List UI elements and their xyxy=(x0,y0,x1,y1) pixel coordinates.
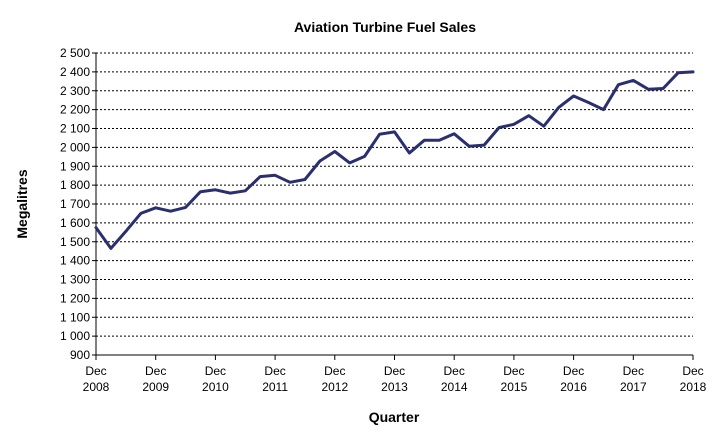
y-tick-label: 1 800 xyxy=(60,178,90,192)
x-tick-label-year: 2018 xyxy=(680,380,707,394)
chart-title: Aviation Turbine Fuel Sales xyxy=(294,19,476,35)
y-tick-label: 1 900 xyxy=(60,159,90,173)
x-tick-label-year: 2013 xyxy=(381,380,408,394)
x-tick-label-year: 2012 xyxy=(321,380,348,394)
series-group xyxy=(94,70,695,250)
x-tick-label-month: Dec xyxy=(563,364,584,378)
x-tick-label-month: Dec xyxy=(384,364,405,378)
x-tick-label-year: 2015 xyxy=(501,380,528,394)
x-axis-ticks: Dec 2008 Dec 2009 Dec 2010 Dec 2011 Dec 2012 Dec 20… xyxy=(83,355,707,394)
y-tick-label: 1 000 xyxy=(60,329,90,343)
x-tick-label-month: Dec xyxy=(623,364,644,378)
y-tick-label: 1 100 xyxy=(60,310,90,324)
y-tick-label: 1 300 xyxy=(60,273,90,287)
y-tick-label: 2 400 xyxy=(60,65,90,79)
y-tick-label: 900 xyxy=(70,348,90,362)
x-tick-label-year: 2008 xyxy=(83,380,110,394)
x-tick-label-month: Dec xyxy=(85,364,106,378)
x-tick-label-month: Dec xyxy=(324,364,345,378)
x-tick-label-month: Dec xyxy=(205,364,226,378)
x-tick-label-month: Dec xyxy=(264,364,285,378)
x-tick-label-year: 2014 xyxy=(441,380,468,394)
y-tick-label: 2 200 xyxy=(60,103,90,117)
y-tick-label: 2 300 xyxy=(60,84,90,98)
y-tick-label: 2 100 xyxy=(60,122,90,136)
y-tick-label: 1 700 xyxy=(60,197,90,211)
y-tick-label: 2 000 xyxy=(60,140,90,154)
x-tick-label-year: 2017 xyxy=(620,380,647,394)
x-tick-label-year: 2010 xyxy=(202,380,229,394)
y-tick-label: 1 600 xyxy=(60,216,90,230)
x-tick-label-year: 2011 xyxy=(262,380,288,394)
y-tick-label: 1 500 xyxy=(60,235,90,249)
x-tick-label-month: Dec xyxy=(444,364,465,378)
series-line xyxy=(94,70,695,250)
y-tick-label: 1 400 xyxy=(60,254,90,268)
y-axis-ticks: 900 1 000 1 100 1 200 1 300 1 400 1 500 1 600 1 … xyxy=(60,46,96,362)
x-tick-label-month: Dec xyxy=(682,364,703,378)
x-tick-label-month: Dec xyxy=(503,364,524,378)
y-axis-title: Megalitres xyxy=(14,169,30,238)
gridlines xyxy=(96,52,693,337)
x-tick-label-year: 2016 xyxy=(560,380,587,394)
y-tick-label: 2 500 xyxy=(60,46,90,60)
x-axis-title: Quarter xyxy=(369,409,420,425)
x-tick-label-year: 2009 xyxy=(142,380,169,394)
x-tick-label-month: Dec xyxy=(145,364,166,378)
y-tick-label: 1 200 xyxy=(60,291,90,305)
